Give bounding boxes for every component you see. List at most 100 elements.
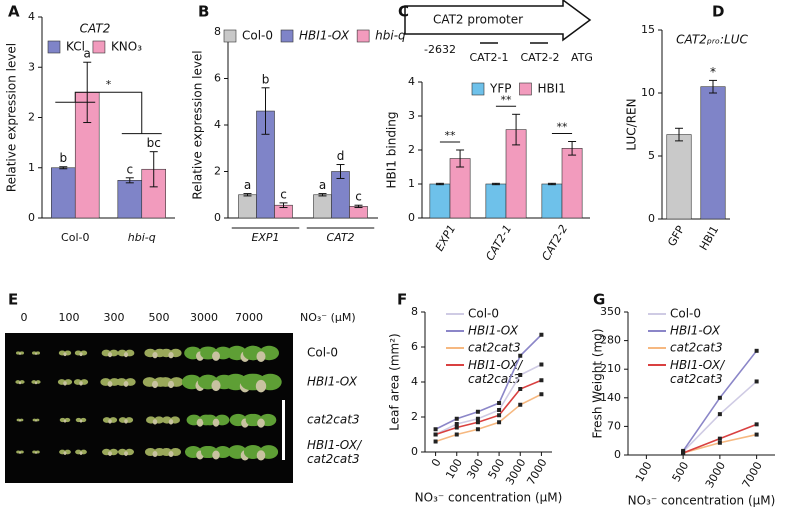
y-tick-label: 4 [408,75,415,88]
point [539,392,544,397]
point [454,422,459,426]
x-tick-label: 3000 [503,457,528,488]
x-tick-label: 100 [443,457,465,482]
leaf [212,450,220,460]
leaf [34,381,38,385]
legend-label: HBI1-OX [670,324,721,338]
legend-label: Col-0 [670,307,701,321]
bar [666,134,692,220]
y-tick-label: 5 [648,149,655,162]
bar [238,194,257,219]
significance-letter: c [280,187,287,201]
comparison-mark: * [106,78,112,91]
legend-label: Col-0 [468,307,499,321]
leaf [79,451,83,455]
scale-bar [282,400,285,460]
point [518,402,523,407]
error-bar [149,151,158,188]
x-tick-label: CAT2-2 [539,223,570,263]
y-tick-label: 4 [411,375,418,388]
x-tick-label: CAT2 [326,231,354,244]
x-tick-label: 300 [464,457,486,482]
error-bar [354,204,363,209]
leaf [107,352,113,358]
y-axis-label: Relative expression level [191,50,205,199]
legend-label: cat2cat3 [468,341,521,355]
leaf [124,419,128,424]
site-label: CAT2-1 [469,51,508,64]
point [754,432,759,437]
point [539,362,544,367]
promoter-label: CAT2 promoter [433,13,523,27]
y-tick-label: 70 [607,419,621,432]
significance-letter: c [126,162,133,176]
legend-label: HBI1-OX [299,29,350,43]
point [518,353,523,358]
leaf [123,381,129,387]
point [754,348,759,353]
panel-label: D [712,3,724,21]
y-axis-label: Leaf area (mm²) [388,333,402,430]
y-tick-label: 3 [408,109,415,122]
x-tick-label: CAT2-1 [483,223,514,263]
y-tick-label: 2 [411,410,418,423]
error-bar [261,87,270,135]
leaf [152,450,158,458]
genotype-label: Col-0 [307,346,338,360]
bar [349,206,368,219]
genotype-label: cat2cat3 [307,413,360,427]
point [754,422,759,427]
leaf [19,451,21,454]
leaf [151,380,159,389]
concentration-label: 100 [59,311,80,324]
x-tick-label: 100 [633,460,655,485]
x-tick-label: 7000 [524,457,549,488]
legend-swatch [223,29,237,43]
error-bar [675,127,683,142]
x-tick-label: 3000 [703,460,728,491]
leaf [108,451,112,456]
significance-letter: b [59,151,67,165]
leaf [152,419,158,425]
unit-label: NO₃⁻ (μM) [300,311,356,324]
comparison-bracket [74,91,143,134]
error-bar [709,79,717,94]
y-tick-label: 0 [614,448,621,461]
y-tick-label: 280 [600,334,621,347]
x-tick-label: 0 [429,457,444,470]
leaf [167,380,175,389]
point [454,416,459,421]
error-bar [318,193,327,197]
leaf [107,381,113,387]
leaf [18,381,22,385]
point [454,425,459,430]
point [433,439,438,444]
point [433,427,438,432]
significance-letter: d [337,149,345,163]
bar [700,86,726,220]
significance-letter: bc [147,136,161,150]
line-series [435,379,542,436]
line-series [435,363,542,436]
x-tick-label: EXP1 [433,223,458,254]
y-tick-label: 6 [411,340,418,353]
line-series [435,334,542,430]
legend-label: HBI1-OX/cat2cat3 [670,358,726,386]
legend-swatch [92,40,106,54]
leaf [152,351,158,359]
x-tick-label: HBI1 [697,224,721,253]
bar [485,183,507,219]
panel-label: F [397,291,407,309]
point [717,395,722,400]
leaf [35,352,37,355]
y-tick-label: 0 [408,211,415,224]
leaf [255,379,267,393]
significance-letter: a [244,178,251,192]
x-axis-label: NO₃⁻ concentration (μM) [415,491,563,505]
chart-title: CAT2 [80,22,111,36]
y-tick-label: 2 [28,111,35,124]
significance-letter: c [355,190,362,204]
point [539,378,544,383]
